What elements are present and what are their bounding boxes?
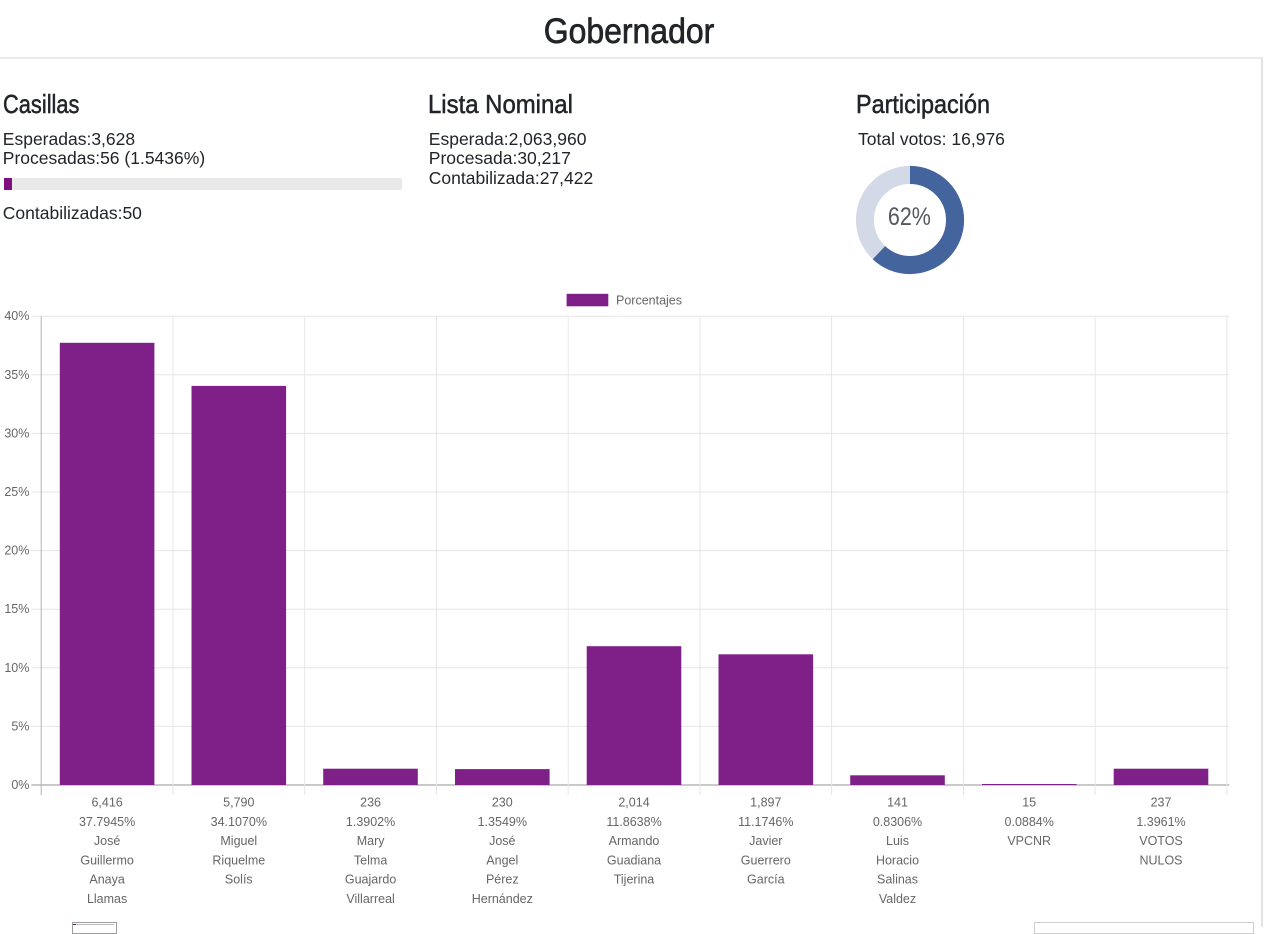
svg-text:237: 237 bbox=[1151, 796, 1172, 810]
svg-text:11.8638%: 11.8638% bbox=[606, 815, 661, 829]
svg-text:Valdez: Valdez bbox=[879, 892, 916, 906]
svg-text:141: 141 bbox=[887, 796, 908, 810]
svg-text:Riquelme: Riquelme bbox=[212, 853, 265, 867]
svg-text:40%: 40% bbox=[4, 309, 29, 323]
svg-text:NULOS: NULOS bbox=[1139, 853, 1182, 867]
svg-text:Porcentajes: Porcentajes bbox=[616, 294, 682, 308]
svg-text:35%: 35% bbox=[4, 368, 29, 382]
svg-text:Llamas: Llamas bbox=[87, 892, 127, 906]
svg-text:Villarreal: Villarreal bbox=[346, 892, 394, 906]
svg-text:Telma: Telma bbox=[354, 853, 387, 867]
svg-text:0.8306%: 0.8306% bbox=[873, 815, 922, 829]
svg-text:Guillermo: Guillermo bbox=[80, 853, 134, 867]
svg-text:15: 15 bbox=[1022, 796, 1036, 810]
svg-text:Horacio: Horacio bbox=[876, 853, 919, 867]
svg-text:Salinas: Salinas bbox=[877, 873, 918, 887]
svg-text:Javier: Javier bbox=[749, 834, 782, 848]
svg-text:Luis: Luis bbox=[886, 834, 909, 848]
svg-text:Guerrero: Guerrero bbox=[741, 853, 791, 867]
svg-text:José: José bbox=[94, 834, 120, 848]
svg-text:Anaya: Anaya bbox=[89, 873, 124, 887]
svg-text:Guadiana: Guadiana bbox=[607, 853, 661, 867]
svg-text:VPCNR: VPCNR bbox=[1007, 834, 1051, 848]
svg-text:37.7945%: 37.7945% bbox=[79, 815, 135, 829]
svg-text:Miguel: Miguel bbox=[220, 834, 257, 848]
svg-text:VOTOS: VOTOS bbox=[1139, 834, 1183, 848]
svg-text:1.3902%: 1.3902% bbox=[346, 815, 395, 829]
svg-text:García: García bbox=[747, 873, 785, 887]
svg-text:1.3549%: 1.3549% bbox=[478, 815, 527, 829]
svg-text:34.1070%: 34.1070% bbox=[211, 815, 267, 829]
svg-text:5%: 5% bbox=[11, 719, 29, 733]
svg-text:1.3961%: 1.3961% bbox=[1136, 815, 1185, 829]
svg-text:0%: 0% bbox=[11, 778, 29, 792]
svg-text:15%: 15% bbox=[4, 602, 29, 616]
svg-text:30%: 30% bbox=[4, 426, 29, 440]
svg-text:25%: 25% bbox=[4, 485, 29, 499]
svg-text:236: 236 bbox=[360, 796, 381, 810]
svg-text:Armando: Armando bbox=[609, 834, 660, 848]
svg-text:Solís: Solís bbox=[225, 873, 253, 887]
svg-text:10%: 10% bbox=[4, 661, 29, 675]
svg-text:Pérez: Pérez bbox=[486, 873, 519, 887]
svg-text:José: José bbox=[489, 834, 515, 848]
svg-text:20%: 20% bbox=[4, 544, 29, 558]
svg-text:0.0884%: 0.0884% bbox=[1005, 815, 1054, 829]
svg-text:Angel: Angel bbox=[486, 853, 518, 867]
svg-text:230: 230 bbox=[492, 796, 513, 810]
svg-text:Guajardo: Guajardo bbox=[345, 873, 396, 887]
svg-text:62%: 62% bbox=[887, 202, 930, 230]
svg-text:5,790: 5,790 bbox=[223, 796, 254, 810]
svg-text:1,897: 1,897 bbox=[750, 796, 781, 810]
svg-text:Tijerina: Tijerina bbox=[614, 873, 655, 887]
svg-text:11.1746%: 11.1746% bbox=[738, 815, 793, 829]
svg-text:6,416: 6,416 bbox=[91, 796, 122, 810]
svg-text:2,014: 2,014 bbox=[618, 796, 649, 810]
svg-text:Hernández: Hernández bbox=[472, 892, 533, 906]
svg-text:Mary: Mary bbox=[357, 834, 386, 848]
